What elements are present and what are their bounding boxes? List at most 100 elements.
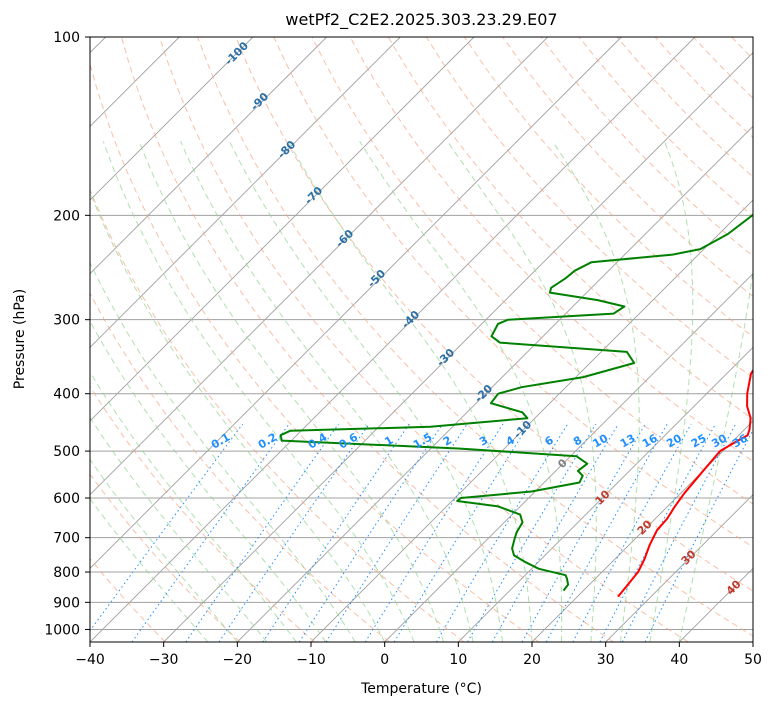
mixing-ratio-line — [262, 423, 410, 642]
mixing-ratio-line — [435, 423, 569, 642]
mixing-ratio-label: 25 — [689, 432, 709, 451]
y-tick-label: 100 — [53, 30, 80, 46]
dry-adiabat-label: -70 — [302, 184, 325, 207]
dry-adiabat-label: -90 — [248, 90, 271, 113]
dry-adiabat-line — [311, 37, 753, 505]
moist-adiabat-line — [90, 416, 268, 642]
moist-adiabat-line — [649, 141, 694, 642]
dry-adiabat-line — [90, 62, 540, 642]
mixing-ratio-label: 8 — [571, 434, 584, 449]
isotherm-line — [90, 37, 548, 496]
mixing-ratio-label: 13 — [618, 432, 638, 451]
moist-adiabat-line — [446, 141, 597, 642]
mixing-ratio-label: 10 — [591, 431, 611, 450]
x-tick-label: −30 — [149, 652, 179, 668]
isotherm-line — [531, 420, 753, 642]
mixing-ratio-line — [644, 428, 753, 642]
dry-adiabat-line — [502, 37, 753, 298]
y-tick-label: 400 — [53, 387, 80, 403]
isotherm-line — [90, 37, 622, 569]
moist-adiabat-line — [552, 141, 640, 642]
y-tick-label: 200 — [53, 208, 80, 224]
isotherm-line — [752, 641, 753, 642]
dry-adiabat-line — [235, 37, 753, 592]
mixing-ratio-label: 20 — [664, 431, 684, 450]
mixing-ratio-line — [298, 423, 444, 642]
x-tick-label: 10 — [449, 652, 467, 668]
isotherm-line — [90, 37, 327, 275]
y-tick-label: 600 — [53, 491, 80, 507]
moist-adiabat-line — [359, 141, 563, 642]
y-tick-label: 800 — [53, 565, 80, 581]
moist-adiabat-line — [90, 497, 209, 642]
x-tick-label: 0 — [380, 652, 389, 668]
dry-adiabat-line — [120, 37, 614, 642]
isotherm-line — [90, 37, 475, 422]
mixing-ratio-label: 6 — [543, 433, 556, 448]
y-tick-label: 700 — [53, 531, 80, 547]
x-tick-label: 50 — [744, 652, 762, 668]
y-tick-label: 1000 — [44, 622, 80, 638]
mixing-ratio-line — [90, 423, 244, 632]
mixing-ratio-label: 16 — [640, 431, 660, 450]
isotherm-line — [679, 567, 753, 642]
mixing-ratio-label: 0.1 — [209, 431, 232, 452]
mixing-ratio-line — [572, 423, 692, 642]
isotherm-line — [310, 199, 753, 642]
temperature-profile — [617, 368, 753, 598]
mixing-ratio-label: 2 — [441, 434, 454, 449]
dry-adiabat-line — [90, 473, 241, 642]
mixing-ratio-line — [545, 423, 668, 642]
mixing-ratio-line — [393, 423, 530, 642]
moist-adiabat-line — [90, 458, 238, 642]
x-tick-label: −10 — [296, 652, 326, 668]
x-tick-label: 20 — [523, 652, 541, 668]
y-tick-label: 900 — [53, 595, 80, 611]
isotherm-line — [90, 37, 254, 201]
isotherm-line — [90, 37, 401, 348]
dry-adiabat-label: -10 — [511, 418, 534, 441]
moist-adiabat-line — [90, 320, 327, 642]
isotherm-line — [384, 273, 753, 642]
mixing-ratio-line — [491, 423, 619, 642]
plot-frame — [89, 36, 754, 643]
mixing-ratio-line — [131, 423, 290, 642]
moist-adiabat-line — [90, 261, 356, 642]
dry-adiabat-line — [464, 37, 753, 338]
moist-adiabat-line — [678, 266, 753, 642]
mixing-ratio-line — [325, 423, 468, 642]
moist-adiabat-line — [138, 141, 445, 642]
x-tick-label: 30 — [597, 652, 615, 668]
dry-adiabat-line — [349, 37, 753, 462]
mixing-ratio-label: 3 — [477, 434, 490, 449]
moist-adiabat-label: 30 — [679, 547, 699, 567]
mixing-ratio-line — [599, 423, 716, 642]
dry-adiabat-line — [578, 37, 753, 218]
mixing-ratio-label: 0.4 — [306, 430, 330, 451]
moist-adiabat-line — [90, 370, 297, 642]
moist-adiabat-line — [287, 141, 533, 642]
dry-adiabat-label: -40 — [399, 308, 422, 331]
x-tick-label: −20 — [223, 652, 253, 668]
moist-adiabat-line — [180, 141, 474, 642]
isotherm-line — [163, 52, 753, 642]
isotherm-line — [605, 494, 753, 642]
dry-adiabat-line — [273, 37, 753, 548]
y-tick-label: 500 — [53, 444, 80, 460]
moist-adiabat-line — [90, 190, 386, 642]
dry-adiabat-line — [90, 385, 316, 642]
chart-title: wetPf2_C2E2.2025.303.23.29.E07 — [285, 10, 557, 30]
isotherm-line — [237, 125, 753, 642]
dry-adiabat-line — [387, 37, 753, 420]
mixing-ratio-line — [218, 423, 370, 642]
x-tick-label: 40 — [670, 652, 688, 668]
x-tick-label: −40 — [75, 652, 105, 668]
dry-adiabat-label: -80 — [275, 138, 298, 161]
dry-adiabat-line — [770, 37, 775, 642]
dry-adiabat-line — [90, 292, 390, 642]
mixing-ratio-line — [185, 423, 340, 642]
dry-adiabat-label: -30 — [434, 346, 457, 369]
dry-adiabat-label: -60 — [333, 227, 356, 250]
moist-adiabat-label: 20 — [635, 517, 655, 537]
dry-adiabat-line — [692, 37, 753, 99]
